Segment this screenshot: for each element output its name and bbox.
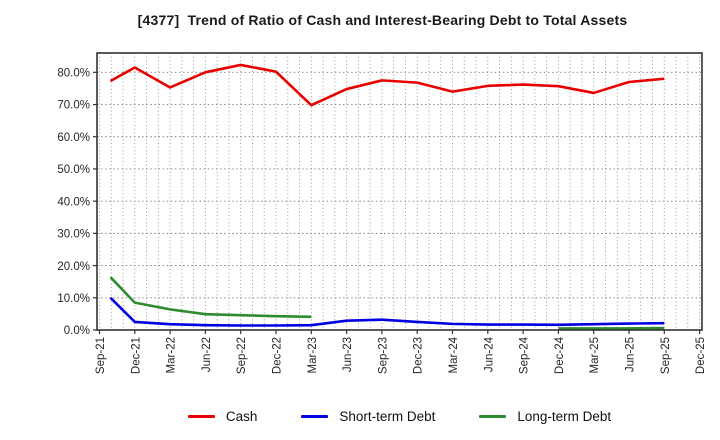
svg-text:Sep-22: Sep-22 [236, 337, 248, 374]
legend: Cash Short-term Debt Long-term Debt [97, 403, 702, 429]
svg-text:Mar-24: Mar-24 [448, 336, 460, 373]
svg-text:10.0%: 10.0% [57, 293, 90, 305]
svg-text:0.0%: 0.0% [64, 325, 90, 337]
svg-text:80.0%: 80.0% [57, 68, 90, 80]
svg-text:Dec-22: Dec-22 [272, 337, 284, 374]
long-term-debt-line-swatch-icon [479, 414, 507, 418]
legend-label-long-term-debt: Long-term Debt [517, 408, 612, 424]
legend-item-short-term-debt: Short-term Debt [301, 409, 435, 424]
svg-text:30.0%: 30.0% [57, 229, 90, 241]
svg-text:Jun-25: Jun-25 [625, 337, 637, 372]
svg-text:Sep-21: Sep-21 [95, 337, 107, 374]
svg-text:20.0%: 20.0% [57, 261, 90, 273]
svg-text:70.0%: 70.0% [57, 100, 90, 112]
legend-label-cash: Cash [225, 408, 258, 424]
cash-line-swatch-icon [187, 414, 215, 418]
svg-text:Dec-24: Dec-24 [554, 336, 566, 374]
svg-text:Dec-21: Dec-21 [130, 337, 142, 374]
legend-item-long-term-debt: Long-term Debt [479, 409, 611, 424]
svg-text:Mar-25: Mar-25 [589, 337, 601, 373]
svg-text:Dec-23: Dec-23 [413, 337, 425, 374]
svg-text:Jun-24: Jun-24 [483, 336, 495, 372]
svg-text:60.0%: 60.0% [57, 132, 90, 144]
svg-text:Jun-22: Jun-22 [201, 337, 213, 372]
svg-text:Mar-23: Mar-23 [307, 337, 319, 373]
svg-text:50.0%: 50.0% [57, 164, 90, 176]
svg-text:Mar-22: Mar-22 [166, 337, 178, 373]
svg-text:Jun-23: Jun-23 [342, 337, 354, 372]
svg-text:40.0%: 40.0% [57, 196, 90, 208]
svg-text:Sep-24: Sep-24 [519, 336, 531, 374]
short-term-debt-line-swatch-icon [301, 414, 329, 418]
svg-text:Dec-25: Dec-25 [695, 337, 707, 374]
svg-text:Sep-25: Sep-25 [660, 337, 672, 374]
chart-title: [4377] Trend of Ratio of Cash and Intere… [137, 12, 628, 28]
plot-area: 0.0% 10.0% 20.0% 30.0% 40.0% 50.0% 60.0% 70.0% 8… [57, 52, 707, 374]
svg-text:Sep-23: Sep-23 [377, 337, 389, 374]
legend-item-cash: Cash [187, 408, 258, 424]
legend-label-short-term-debt: Short-term Debt [339, 408, 436, 424]
